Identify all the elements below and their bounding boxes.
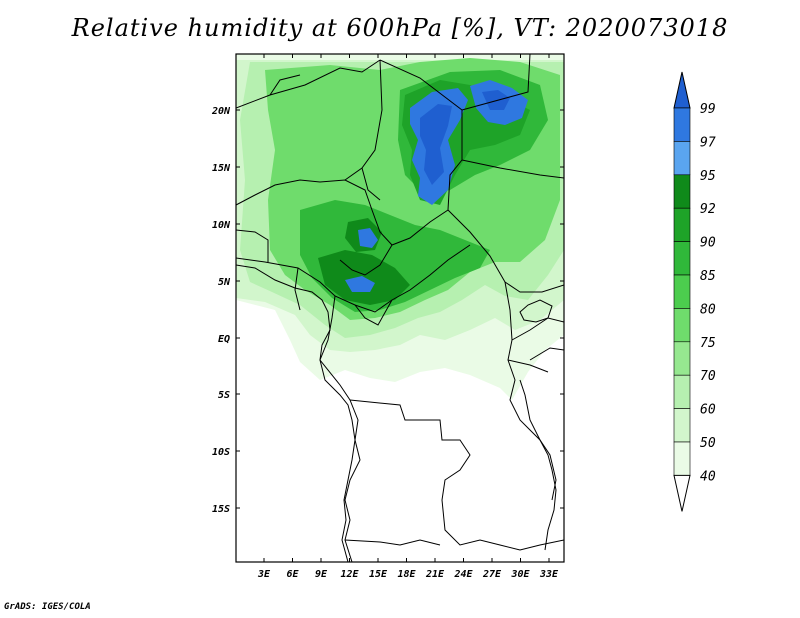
colorbar-level-label: 40 [700,469,716,484]
longitude-labels: 3E 6E 9E 12E 15E 18E 21E 24E 27E 30E 33E [257,569,559,580]
colorbar-swatch [673,174,691,209]
colorbar-swatch [673,374,691,409]
latitude-label: 10N [212,220,231,231]
colorbar-level-label: 85 [700,269,716,284]
colorbar: 99 97 95 92 90 85 80 75 70 60 50 40 [673,71,716,512]
colorbar-swatch [673,107,691,142]
humidity-field [236,54,564,400]
colorbar-top-arrow [673,71,691,109]
colorbar-level-label: 95 [700,169,716,184]
map-frame: 20N 15N 10N 5N EQ 5S 10S 15S 3E 6E 9E 12E 15E 18E 21E… [211,53,565,580]
longitude-label: 24E [453,569,473,580]
longitude-label: 3E [257,569,271,580]
colorbar-level-label: 60 [700,403,716,418]
colorbar-swatch [673,308,691,343]
coastline [236,264,557,562]
colorbar-swatch [673,341,691,376]
longitude-label: 18E [397,569,416,580]
colorbar-level-label: 97 [700,135,716,150]
latitude-label: 5S [218,390,230,401]
longitude-label: 33E [539,569,559,580]
colorbar-level-label: 92 [700,202,716,217]
humidity-contour-area [482,90,510,110]
latitude-label: 10S [212,447,230,458]
longitude-label: 30E [510,569,530,580]
colorbar-level-label: 50 [700,436,716,451]
colorbar-level-label: 90 [700,236,716,251]
humidity-contour-area [345,276,375,292]
colorbar-swatch [673,274,691,309]
colorbar-swatch [673,141,691,176]
colorbar-bottom-arrow [673,474,691,512]
longitude-ticks [263,54,550,562]
colorbar-level-label: 80 [700,302,716,317]
humidity-contour-area [358,228,378,248]
colorbar-level-label: 70 [700,369,716,384]
longitude-label: 27E [482,569,502,580]
map-title: Relative humidity at 600hPa [%], VT: 202… [71,14,729,42]
longitude-label: 6E [286,569,299,580]
longitude-label: 12E [340,569,359,580]
colorbar-swatch [673,441,691,476]
grads-credit: GrADS: IGES/COLA [4,602,91,612]
colorbar-swatch [673,241,691,276]
latitude-label: 5N [218,277,231,288]
humidity-contour-area [420,104,452,185]
latitude-ticks [236,109,564,509]
colorbar-swatch [673,408,691,443]
map-panel [236,54,564,562]
colorbar-swatch [673,207,691,242]
country-borders [236,54,564,562]
longitude-label: 9E [315,569,328,580]
latitude-label: 20N [211,106,231,117]
colorbar-level-label: 99 [700,102,716,117]
colorbar-level-label: 75 [700,336,716,351]
longitude-label: 21E [425,569,445,580]
latitude-label: 15N [212,163,231,174]
latitude-label: EQ [218,334,230,345]
latitude-labels: 20N 15N 10N 5N EQ 5S 10S 15S [211,106,231,515]
longitude-label: 15E [369,569,388,580]
latitude-label: 15S [212,504,230,515]
